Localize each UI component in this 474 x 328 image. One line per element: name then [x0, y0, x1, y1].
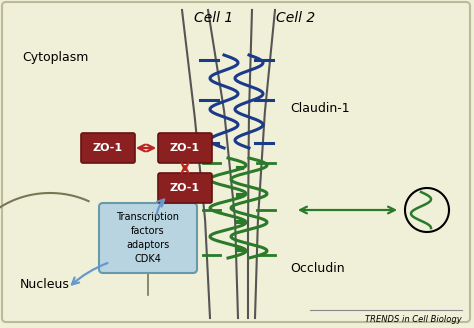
- Text: Transcription
factors
adaptors
CDK4: Transcription factors adaptors CDK4: [117, 212, 180, 264]
- FancyBboxPatch shape: [2, 2, 470, 322]
- FancyBboxPatch shape: [158, 133, 212, 163]
- Text: Cytoplasm: Cytoplasm: [22, 51, 88, 65]
- Text: Occludin: Occludin: [290, 261, 345, 275]
- FancyBboxPatch shape: [81, 133, 135, 163]
- Text: Nucleus: Nucleus: [20, 278, 70, 292]
- Text: Cell 1: Cell 1: [194, 11, 234, 25]
- FancyBboxPatch shape: [99, 203, 197, 273]
- Text: Cell 2: Cell 2: [276, 11, 316, 25]
- Text: Claudin-1: Claudin-1: [290, 101, 350, 114]
- FancyBboxPatch shape: [158, 173, 212, 203]
- Text: ZO-1: ZO-1: [93, 143, 123, 153]
- Text: ZO-1: ZO-1: [170, 183, 200, 193]
- Text: ZO-1: ZO-1: [170, 143, 200, 153]
- Text: TRENDS in Cell Biology: TRENDS in Cell Biology: [365, 316, 462, 324]
